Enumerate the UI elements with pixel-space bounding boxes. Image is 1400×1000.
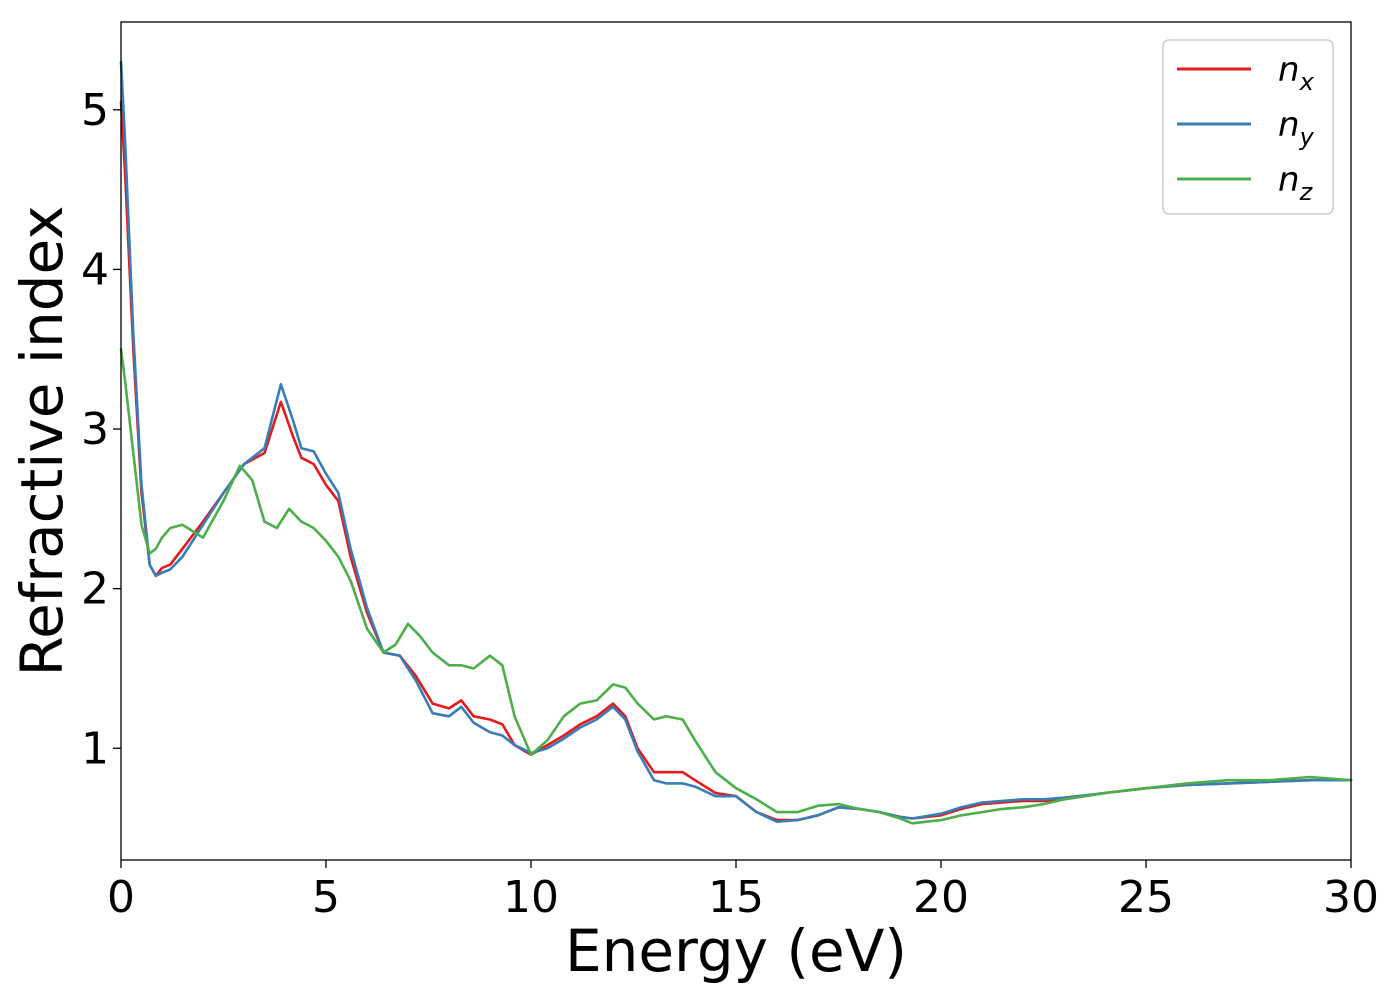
y-tick-label: 2 <box>81 564 109 615</box>
x-tick-label: 5 <box>312 872 340 923</box>
legend-box <box>1162 39 1334 215</box>
x-tick-label: 10 <box>503 872 559 923</box>
x-axis: 0 5 10 15 20 25 30 <box>107 860 1379 923</box>
legend-label-nz: nz <box>1278 160 1314 206</box>
legend-label-nx: nx <box>1278 50 1315 96</box>
y-tick-label: 4 <box>81 244 109 295</box>
x-tick-label: 20 <box>913 872 969 923</box>
x-tick-label: 30 <box>1323 872 1379 923</box>
y-tick-label: 1 <box>81 723 109 774</box>
series-line-ny <box>119 60 1353 823</box>
x-tick-label: 25 <box>1118 872 1174 923</box>
y-axis: 1 2 3 4 5 <box>81 85 121 774</box>
x-axis-label: Energy (eV) <box>565 917 907 985</box>
legend-label-ny: ny <box>1278 105 1315 151</box>
y-tick-label: 5 <box>81 85 109 136</box>
x-tick-label: 0 <box>107 872 135 923</box>
series-layer <box>119 60 1353 825</box>
legend: nx ny nz <box>1162 39 1334 215</box>
series-line-nz <box>119 347 1353 825</box>
y-axis-label: Refractive index <box>8 205 76 676</box>
x-tick-label: 15 <box>708 872 764 923</box>
y-tick-label: 3 <box>81 404 109 455</box>
